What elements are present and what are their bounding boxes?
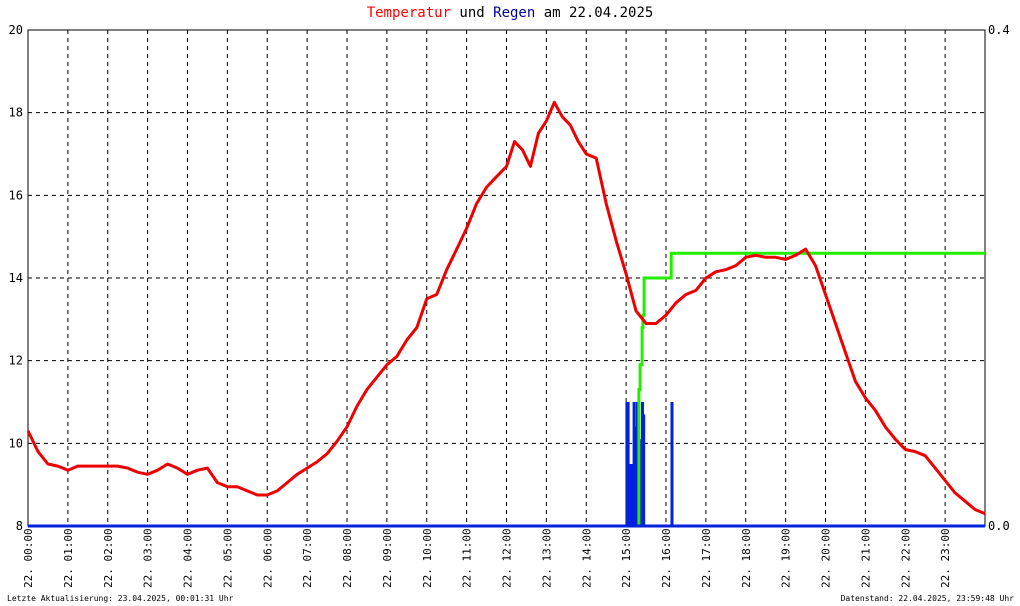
x-tick-label: 22. 03:00: [142, 528, 155, 588]
y-right-tick-label: 0.0: [988, 519, 1010, 533]
x-tick-label: 22. 14:00: [580, 528, 593, 588]
x-tick-label: 22. 19:00: [780, 528, 793, 588]
y-left-tick-label: 12: [9, 354, 23, 368]
y-left-tick-label: 8: [16, 519, 23, 533]
x-tick-label: 22. 23:00: [939, 528, 952, 588]
x-tick-label: 22. 09:00: [381, 528, 394, 588]
x-tick-label: 22. 15:00: [620, 528, 633, 588]
temperature-line: [26, 100, 986, 515]
last-update-text: Letzte Aktualisierung: 23.04.2025, 00:01…: [7, 594, 234, 603]
title-and: und: [450, 5, 494, 21]
x-tick-label: 22. 08:00: [341, 528, 354, 588]
x-tick-label: 22. 21:00: [859, 528, 872, 588]
x-tick-label: 22. 06:00: [261, 528, 274, 588]
title-date: am 22.04.2025: [535, 5, 654, 21]
y-left-tick-label: 10: [9, 436, 23, 450]
y-right-tick-label: 0.4: [988, 23, 1010, 37]
y-left-tick-label: 16: [9, 188, 23, 202]
x-tick-label: 22. 18:00: [740, 528, 753, 588]
x-tick-label: 22. 05:00: [221, 528, 234, 588]
y-left-tick-label: 14: [9, 271, 23, 285]
x-tick-label: 22. 07:00: [301, 528, 314, 588]
x-tick-label: 22. 17:00: [700, 528, 713, 588]
title-temperature: Temperatur: [366, 5, 451, 21]
y-left-tick-label: 20: [9, 23, 23, 37]
chart-title: Temperatur und Regen am 22.04.2025: [0, 5, 1020, 21]
x-tick-label: 22. 04:00: [182, 528, 195, 588]
x-tick-label: 22. 22:00: [899, 528, 912, 588]
x-tick-label: 22. 10:00: [421, 528, 434, 588]
x-tick-label: 22. 00:00: [22, 528, 35, 588]
x-tick-label: 22. 12:00: [501, 528, 514, 588]
x-tick-label: 22. 11:00: [461, 528, 474, 588]
x-tick-label: 22. 20:00: [820, 528, 833, 588]
x-tick-label: 22. 01:00: [62, 528, 75, 588]
x-tick-label: 22. 02:00: [102, 528, 115, 588]
x-tick-label: 22. 13:00: [540, 528, 553, 588]
x-tick-label: 22. 16:00: [660, 528, 673, 588]
y-left-tick-label: 18: [9, 106, 23, 120]
data-state-text: Datenstand: 22.04.2025, 23:59:48 Uhr: [840, 594, 1014, 603]
title-rain: Regen: [493, 5, 536, 21]
